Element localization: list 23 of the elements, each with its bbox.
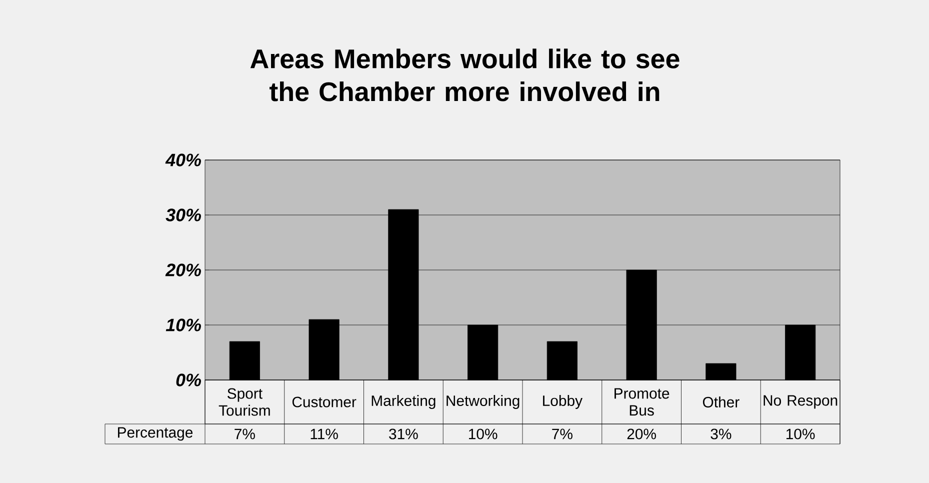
- y-tick-label: 40%: [165, 154, 201, 166]
- x-tick-label: Other: [702, 396, 740, 408]
- data-label: 20%: [627, 428, 656, 440]
- y-tick-label: 0%: [176, 374, 201, 386]
- chart-title: Areas Members would like to see the Chamber more involved in: [250, 48, 680, 102]
- x-tick-label: Promote Bus: [614, 388, 670, 416]
- data-label: 3%: [710, 428, 732, 440]
- y-tick-label: 20%: [165, 264, 201, 276]
- x-tick-label: Customer: [292, 396, 356, 408]
- data-label: 31%: [389, 428, 418, 440]
- data-label: 7%: [552, 428, 572, 440]
- x-tick-label: Sport Tourism: [218, 388, 270, 416]
- x-tick-label: Marketing: [372, 395, 436, 409]
- text: Percentage: [118, 427, 193, 441]
- data-label: 7%: [234, 428, 255, 440]
- x-tick-label: Networking: [446, 395, 520, 409]
- y-tick-label: 30%: [166, 208, 201, 222]
- data-label: 11%: [310, 428, 338, 440]
- data-label: 10%: [786, 428, 815, 440]
- x-tick-label: Lobby: [543, 395, 583, 409]
- data-label: 10%: [469, 428, 498, 440]
- x-tick-label: No Respon: [764, 395, 838, 409]
- y-tick-label: 10%: [166, 318, 201, 332]
